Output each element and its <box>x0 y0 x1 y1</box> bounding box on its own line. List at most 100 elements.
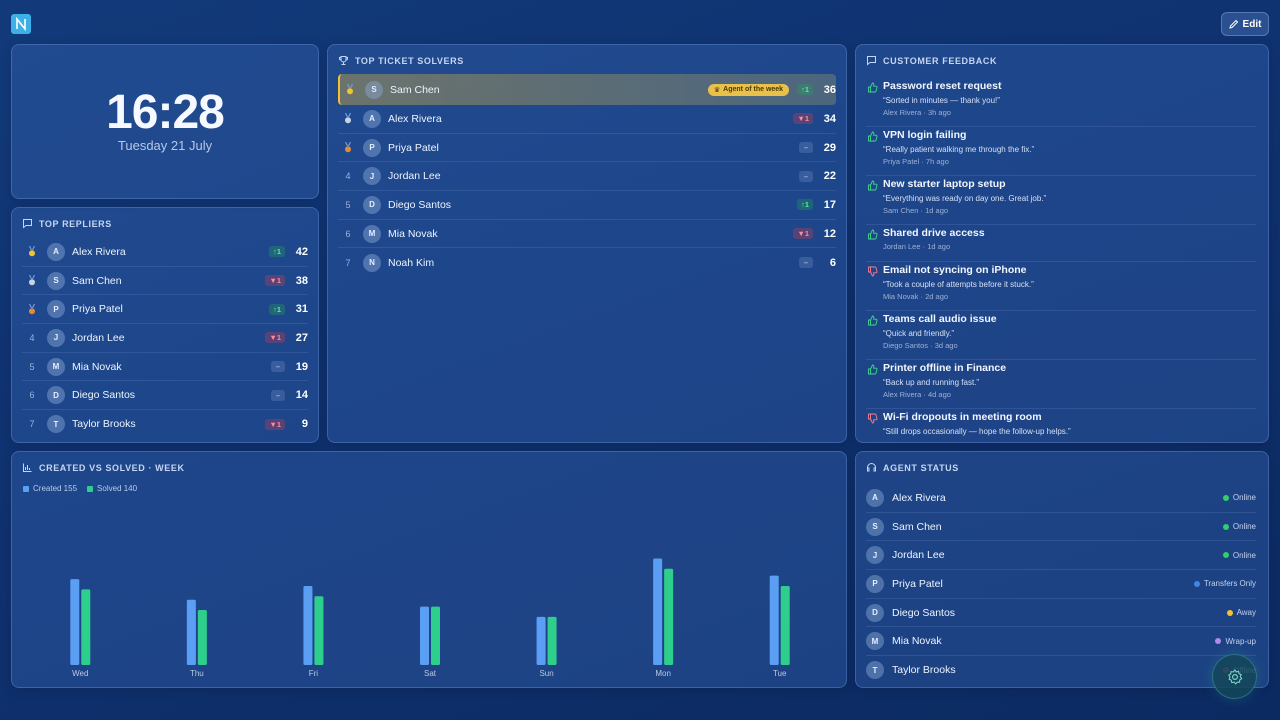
trend-badge: ▼1 <box>265 332 285 344</box>
agent-status-row[interactable]: A Alex Rivera Online <box>866 484 1256 513</box>
agent-of-the-week-badge: ♛ Agent of the week <box>707 83 790 96</box>
agent-name: Taylor Brooks <box>892 664 956 677</box>
avatar: A <box>363 109 381 128</box>
legend-created: Created 155 <box>23 484 77 493</box>
feedback-meta: Priya Patel · 7h ago <box>883 157 949 166</box>
top-repliers-list: A Alex Rivera ↑1 42 S Sam Chen ▼1 38 P Priya Pate… <box>22 238 308 439</box>
score: 12 <box>823 227 836 240</box>
gold-medal-icon <box>28 246 36 257</box>
edit-button-label: Edit <box>1242 18 1262 30</box>
feedback-quote: “Still drops occasionally — hope the fol… <box>883 427 1071 436</box>
feedback-meta: Diego Santos · 3d ago <box>883 341 958 350</box>
status-label: Online <box>1232 493 1256 503</box>
bar-chart: Wed Thu Fri Sat Sun Mon Tue <box>70 558 790 678</box>
agent-status-row[interactable]: P Priya Patel Transfers Only <box>866 570 1256 599</box>
agent-status-row[interactable]: J Jordan Lee Online <box>866 541 1256 571</box>
feedback-item[interactable]: Email not syncing on iPhone “Took a coupl… <box>866 262 1256 311</box>
score: 42 <box>295 245 308 258</box>
rank-cell <box>340 84 360 95</box>
bar-created-mon[interactable] <box>653 558 663 665</box>
bar-created-wed[interactable] <box>70 579 80 665</box>
top-repliers-panel: TOP REPLIERS A Alex Rivera ↑1 42 S Sam Chen ▼1… <box>11 207 319 443</box>
replier-row[interactable]: 7 T Taylor Brooks ▼1 9 <box>22 410 308 439</box>
solver-row[interactable]: P Priya Patel –29 <box>338 134 836 163</box>
top-solvers-panel: TOP TICKET SOLVERS S Sam Chen ♛ Agent of th… <box>327 44 847 443</box>
rank-cell: 5 <box>338 200 358 210</box>
thumbs-up-icon <box>868 82 878 93</box>
bar-created-sun[interactable] <box>536 616 546 665</box>
trend-badge: ↑1 <box>269 246 285 258</box>
agent-name: Taylor Brooks <box>72 418 136 431</box>
replier-row[interactable]: P Priya Patel ↑1 31 <box>22 295 308 325</box>
solver-row[interactable]: A Alex Rivera ▼1 34 <box>338 105 836 134</box>
bar-solved-sat[interactable] <box>431 606 440 665</box>
status-indicator: Away <box>1226 608 1256 617</box>
logo-n-icon <box>16 17 26 31</box>
avatar: J <box>866 546 884 565</box>
solver-row[interactable]: 6 M Mia Novak ▼1 12 <box>338 220 836 249</box>
feedback-item[interactable]: Printer offline in Finance “Back up and r… <box>866 360 1256 409</box>
trend-badge: – <box>799 257 813 269</box>
avatar: D <box>47 386 65 405</box>
solver-row[interactable]: 5 D Diego Santos ↑1 17 <box>338 191 836 220</box>
top-repliers-title: TOP REPLIERS <box>39 218 112 229</box>
feedback-item[interactable]: Teams call audio issue “Quick and friendl… <box>866 311 1256 360</box>
agent-name: Alex Rivera <box>72 245 126 258</box>
thumbs-up-icon <box>868 364 878 375</box>
feedback-item[interactable]: VPN login failing “Really patient walking… <box>866 127 1256 176</box>
feedback-meta: Sam Chen · 1d ago <box>883 206 949 215</box>
top-solvers-list: S Sam Chen ♛ Agent of the week ↑1 36 A Alex Riv… <box>338 74 836 277</box>
rank-cell: 7 <box>22 419 42 429</box>
feedback-title: Wi-Fi dropouts in meeting room <box>883 411 1042 423</box>
trend-badge: ▼1 <box>793 228 813 240</box>
top-solvers-title: TOP TICKET SOLVERS <box>355 55 464 66</box>
bar-created-fri[interactable] <box>303 585 313 665</box>
score: 38 <box>295 274 308 287</box>
trend-badge: – <box>271 361 285 373</box>
pencil-icon <box>1228 19 1238 29</box>
agent-status-row[interactable]: D Diego Santos Away <box>866 599 1256 628</box>
replier-row[interactable]: 6 D Diego Santos –14 <box>22 381 308 411</box>
replier-row[interactable]: 4 J Jordan Lee ▼1 27 <box>22 324 308 353</box>
badge-label: Agent of the week <box>723 86 784 93</box>
legend-created-label: Created 155 <box>33 484 78 493</box>
avatar: D <box>363 195 381 214</box>
bar-solved-thu[interactable] <box>197 610 207 665</box>
bar-solved-wed[interactable] <box>81 589 91 665</box>
status-indicator: Online <box>1222 522 1256 531</box>
settings-button[interactable] <box>1212 654 1257 699</box>
solver-row[interactable]: 7 N Noah Kim – 6 <box>338 248 836 277</box>
agent-name: Mia Novak <box>892 635 942 648</box>
trend-badge: ↑1 <box>797 199 813 211</box>
bar-solved-tue[interactable] <box>780 585 790 665</box>
replier-row[interactable]: 5 M Mia Novak –19 <box>22 353 308 382</box>
rank-number: 6 <box>29 390 35 401</box>
feedback-item[interactable]: New starter laptop setup “Everything was … <box>866 176 1256 225</box>
edit-button[interactable]: Edit <box>1221 12 1269 36</box>
agent-status-row[interactable]: M Mia Novak Wrap-up <box>866 627 1256 657</box>
bar-created-tue[interactable] <box>769 575 779 665</box>
status-label: Wrap-up <box>1225 636 1256 646</box>
bar-chart-icon <box>23 463 32 472</box>
replier-row[interactable]: S Sam Chen ▼1 38 <box>22 267 308 296</box>
agent-name: Priya Patel <box>388 141 439 154</box>
feedback-item[interactable]: Shared drive access Jordan Lee · 1d ago <box>866 225 1256 262</box>
bar-created-thu[interactable] <box>186 599 196 665</box>
solver-row[interactable]: S Sam Chen ♛ Agent of the week ↑1 36 <box>338 74 836 105</box>
score: 31 <box>295 303 308 316</box>
thumbs-up-icon <box>868 229 878 240</box>
feedback-title: Email not syncing on iPhone <box>883 264 1027 276</box>
trend-badge: – <box>271 389 285 401</box>
replier-row[interactable]: A Alex Rivera ↑1 42 <box>22 238 308 267</box>
solver-row[interactable]: 4 J Jordan Lee –22 <box>338 162 836 192</box>
bar-solved-sun[interactable] <box>547 616 557 665</box>
feedback-item[interactable]: Wi-Fi dropouts in meeting room “Still dro… <box>866 409 1256 442</box>
bar-created-sat[interactable] <box>420 606 429 665</box>
bar-solved-mon[interactable] <box>664 568 674 665</box>
agent-status-row[interactable]: S Sam Chen Online <box>866 513 1256 542</box>
bar-solved-fri[interactable] <box>314 596 324 665</box>
feedback-item[interactable]: Password reset request “Sorted in minutes… <box>866 78 1256 127</box>
agent-status-title: AGENT STATUS <box>883 462 959 473</box>
score: 29 <box>823 141 836 154</box>
